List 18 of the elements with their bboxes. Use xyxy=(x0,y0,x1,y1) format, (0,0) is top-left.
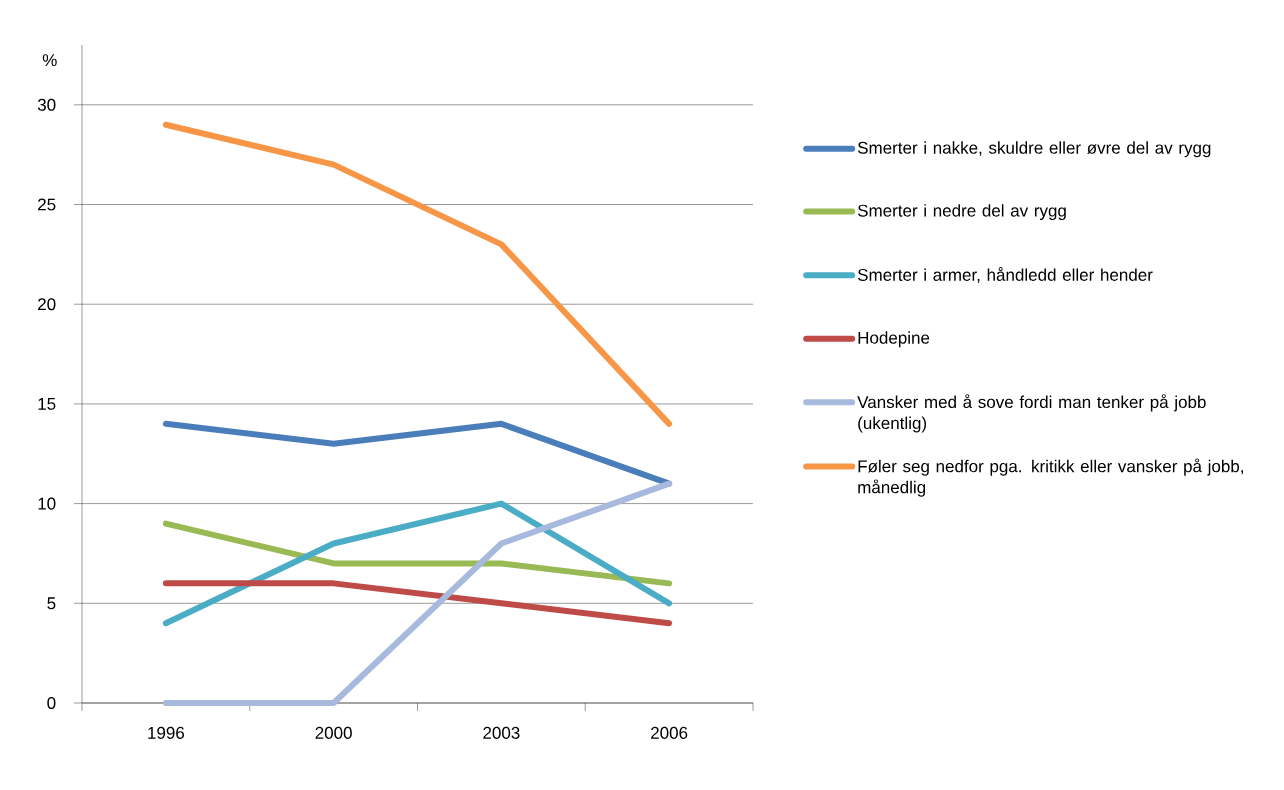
y-tick-label: 5 xyxy=(47,597,56,610)
legend-label: Smerter i nedre del av rygg xyxy=(857,204,1066,221)
legend-label: Føler seg nedfor pga. kritikk eller vansker på jobb, månedlig xyxy=(858,458,1243,497)
legend-label: Smerter i armer, håndledd eller hender xyxy=(857,267,1153,283)
y-tick-label: 15 xyxy=(38,397,56,410)
x-tick-label: 1996 xyxy=(148,726,185,739)
x-tick-label: 2006 xyxy=(651,726,688,739)
legend-label: Hodepine xyxy=(858,331,930,348)
x-tick-label: 2003 xyxy=(483,726,520,739)
legend-label: Vansker med å sove fordi man tenker på jobb (ukentlig) xyxy=(857,394,1206,433)
x-tick-label: 2000 xyxy=(315,726,352,739)
y-axis-title: % xyxy=(42,54,57,67)
y-tick-label: 20 xyxy=(38,298,56,311)
legend-label: Smerter i nakke, skuldre eller øvre del av rygg xyxy=(857,141,1211,158)
y-tick-label: 10 xyxy=(38,497,56,510)
y-tick-label: 0 xyxy=(47,696,56,710)
y-tick-label: 30 xyxy=(37,98,56,111)
y-tick-label: 25 xyxy=(38,198,56,211)
